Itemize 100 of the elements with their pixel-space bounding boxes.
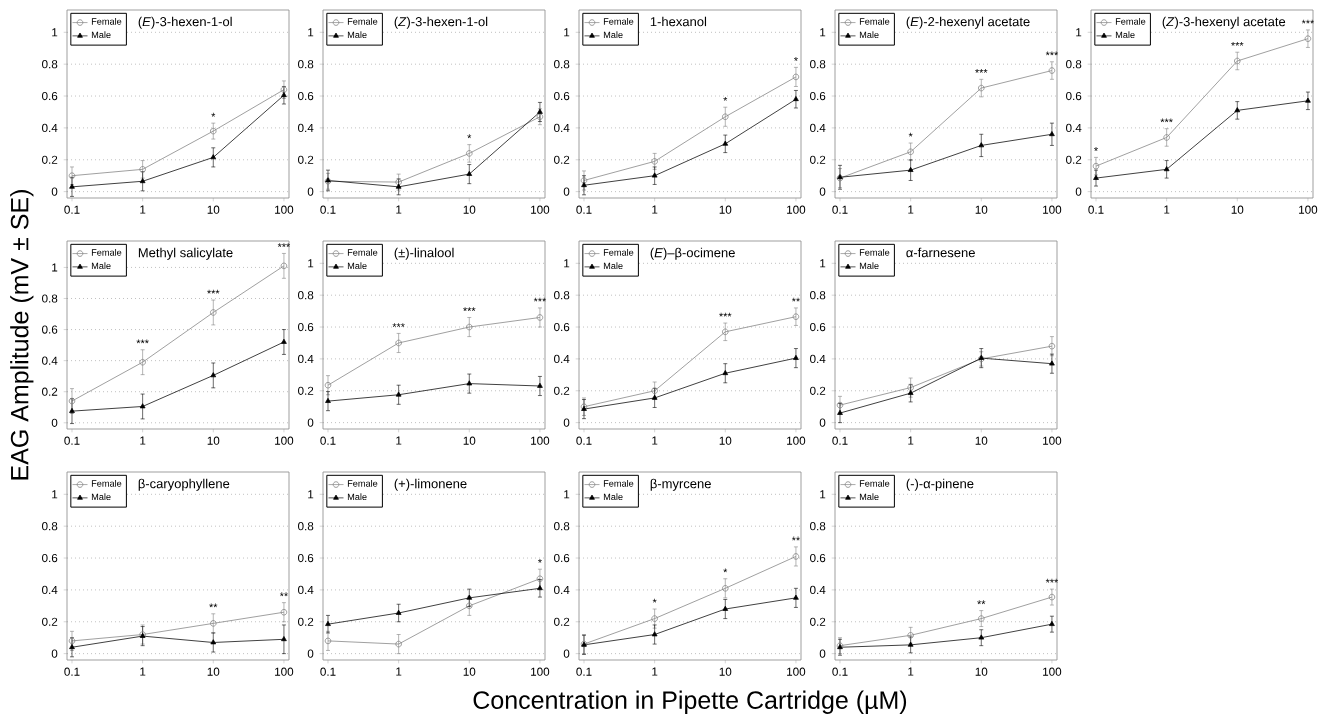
y-tick-label: 0 <box>51 187 58 196</box>
y-tick-label: 0.6 <box>298 322 314 332</box>
legend-label: Male <box>603 31 623 39</box>
x-tick-label: 1 <box>652 205 658 214</box>
y-tick-label: 0.4 <box>42 356 58 365</box>
point <box>395 609 402 615</box>
annotation: *** <box>1160 118 1173 123</box>
legend-label: Male <box>603 262 623 270</box>
y-tick-label: 0.2 <box>810 386 826 395</box>
y-tick-label: 0.8 <box>42 60 58 69</box>
y-tick-label: 0 <box>563 649 570 658</box>
y-tick-label: 1 <box>564 28 570 37</box>
y-tick-label: 0.6 <box>554 322 570 332</box>
point <box>1305 97 1311 103</box>
point <box>722 585 729 592</box>
chart-title: (E)-3-hexen-1-ol <box>138 16 232 29</box>
x-tick-label: 1 <box>908 205 914 214</box>
x-tick-label: 100 <box>531 205 550 214</box>
point <box>907 148 914 156</box>
point <box>792 73 800 81</box>
annotation: ** <box>791 536 800 541</box>
annotation: * <box>723 568 728 573</box>
x-tick-label: 1 <box>908 667 914 676</box>
y-tick-label: 1 <box>564 259 570 268</box>
y-tick-label: 0.2 <box>554 155 570 164</box>
y-tick-label: 0.8 <box>298 522 314 531</box>
point <box>793 354 799 360</box>
y-tick-label: 0.8 <box>810 60 826 69</box>
legend-label: Male <box>603 493 623 501</box>
y-tick-label: 1 <box>52 28 58 37</box>
y-tick-label: 0 <box>1075 187 1082 196</box>
x-tick-label: 10 <box>207 436 220 445</box>
legend-label: Female <box>91 480 122 487</box>
annotation: *** <box>136 339 149 344</box>
point <box>466 323 473 331</box>
y-tick-label: 0.2 <box>298 386 314 395</box>
legend-label: Female <box>859 480 890 487</box>
point <box>1049 360 1055 366</box>
chart-title: β-myrcene <box>650 478 711 491</box>
x-tick-label: 1 <box>140 667 146 676</box>
legend-label: Male <box>347 493 367 501</box>
point <box>1048 593 1056 601</box>
x-tick-label: 0.1 <box>64 436 80 445</box>
legend-label: Female <box>347 480 378 487</box>
x-tick-label: 100 <box>275 436 294 445</box>
x-tick-label: 1 <box>396 205 402 214</box>
x-tick-label: 0.1 <box>320 667 336 676</box>
annotation: * <box>908 132 913 137</box>
legend-label: Male <box>347 262 367 270</box>
x-tick-label: 1 <box>652 667 658 676</box>
y-tick-label: 1 <box>308 490 314 499</box>
point <box>651 615 658 622</box>
point <box>281 636 287 642</box>
x-tick-label: 10 <box>207 667 220 676</box>
chart-title: (-)-α-pinene <box>906 478 974 491</box>
point <box>1048 342 1056 350</box>
y-tick-label: 0.4 <box>298 354 314 364</box>
y-tick-label: 0 <box>51 649 58 658</box>
annotation: *** <box>277 243 291 247</box>
point <box>651 394 658 400</box>
point <box>68 397 76 405</box>
point <box>1048 67 1056 74</box>
y-tick-label: 1 <box>1076 28 1082 37</box>
y-tick-label: 0.4 <box>554 585 570 595</box>
y-tick-label: 0.2 <box>554 617 570 626</box>
chart-title: (Z)-3-hexen-1-ol <box>394 16 488 29</box>
chart-title: (E)–β-ocimene <box>650 247 735 260</box>
legend-label: Female <box>603 480 634 487</box>
x-tick-label: 10 <box>1231 205 1244 214</box>
legend-label: Female <box>347 249 378 256</box>
y-tick-label: 1 <box>820 259 826 268</box>
annotation: * <box>1094 147 1098 151</box>
point <box>395 339 402 347</box>
y-tick-label: 0.6 <box>554 91 570 101</box>
point <box>1163 166 1170 172</box>
point <box>722 113 729 120</box>
annotation: * <box>723 96 728 101</box>
point <box>69 644 75 650</box>
annotation: * <box>538 558 542 563</box>
chart-title: (±)-linalool <box>394 247 454 260</box>
point <box>210 309 217 316</box>
y-tick-label: 0.4 <box>42 585 58 595</box>
annotation: ** <box>791 297 800 302</box>
y-tick-label: 0.8 <box>554 60 570 69</box>
x-tick-label: 0.1 <box>576 205 592 214</box>
legend-label: Female <box>859 249 890 256</box>
y-tick-label: 0.6 <box>298 91 314 101</box>
y-tick-label: 0.2 <box>42 155 58 164</box>
x-tick-label: 10 <box>207 205 220 214</box>
y-tick-label: 0.8 <box>554 522 570 531</box>
y-tick-label: 0.4 <box>1066 123 1082 133</box>
annotation: *** <box>975 69 988 73</box>
y-tick-label: 0 <box>307 418 314 427</box>
legend-label: Male <box>859 262 879 270</box>
point <box>139 403 146 409</box>
point <box>210 154 217 160</box>
point <box>466 150 473 157</box>
y-tick-label: 1 <box>52 490 58 499</box>
y-tick-label: 0.6 <box>554 553 570 563</box>
y-tick-label: 0.6 <box>42 91 58 101</box>
